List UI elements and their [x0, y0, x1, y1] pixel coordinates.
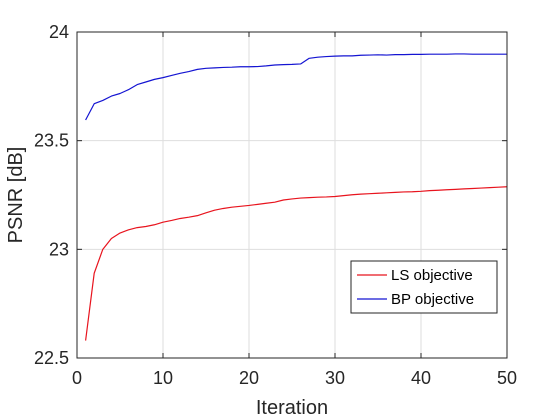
plot-area-frame [76, 31, 508, 359]
legend-label-bp-objective: BP objective [391, 291, 474, 308]
y-tick-label: 22.5 [34, 348, 69, 368]
x-tick-label: 20 [239, 368, 259, 388]
series-line-ls-objective [85, 186, 508, 341]
y-tick-label: 23.5 [34, 131, 69, 151]
axis-ticks: 0 10 20 30 40 50 22.5 23 23.5 24 [34, 22, 517, 388]
y-tick-label: 23 [49, 239, 69, 259]
series-lines [85, 53, 508, 341]
legend-label-ls-objective: LS objective [391, 267, 473, 284]
x-tick-label: 40 [411, 368, 431, 388]
legend-box [350, 260, 498, 314]
x-tick-label: 0 [72, 368, 82, 388]
x-tick-label: 50 [497, 368, 517, 388]
y-tick-label: 24 [49, 22, 69, 42]
legend: LS objective BP objective [350, 260, 498, 314]
x-tick-label: 30 [325, 368, 345, 388]
y-axis-label: PSNR [dB] [5, 147, 27, 244]
x-axis-label: Iteration [256, 397, 328, 419]
x-tick-label: 10 [153, 368, 173, 388]
series-line-bp-objective [85, 53, 507, 121]
